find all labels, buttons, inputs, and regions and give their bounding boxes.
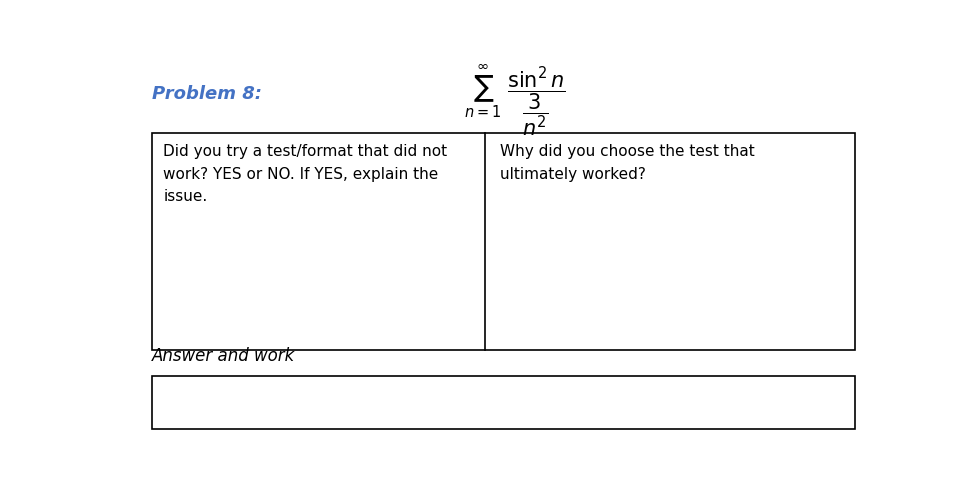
Bar [152, 133, 855, 350]
Text: Did you try a test/format that did not
work? YES or NO. If YES, explain the
issu: Did you try a test/format that did not w… [164, 144, 448, 204]
Bar [152, 376, 855, 429]
Text: Why did you choose the test that
ultimately worked?: Why did you choose the test that ultimat… [499, 144, 755, 182]
Text: Problem 8:: Problem 8: [152, 85, 262, 103]
Text: $\sum_{n=1}^{\infty}\ \dfrac{\sin^2 n}{\dfrac{3}{n^2}}$: $\sum_{n=1}^{\infty}\ \dfrac{\sin^2 n}{\… [464, 62, 566, 138]
Text: Answer and work: Answer and work [152, 347, 295, 365]
